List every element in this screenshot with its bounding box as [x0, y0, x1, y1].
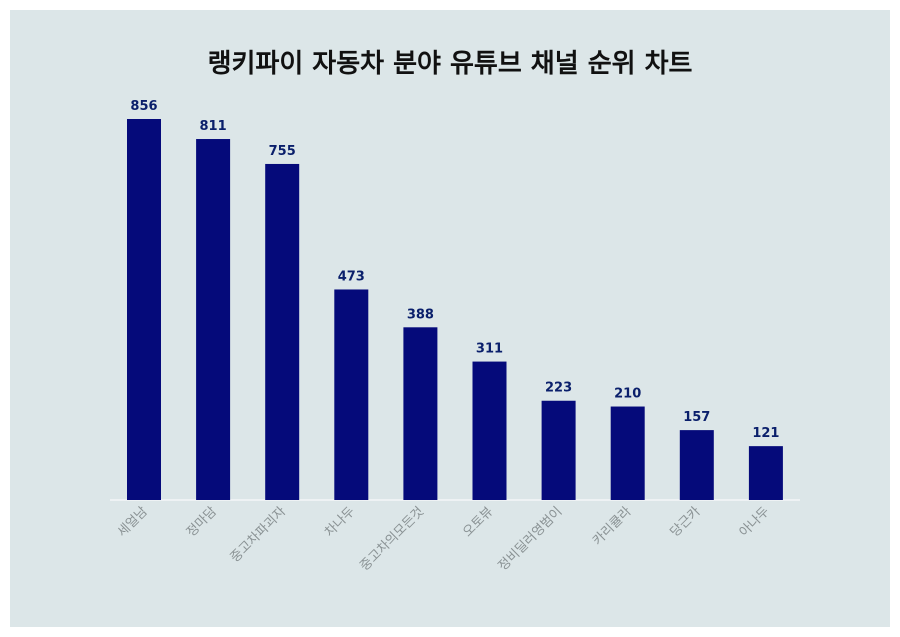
- value-label-2: 811: [200, 119, 227, 134]
- bar-7: [541, 400, 576, 500]
- category-label-3: 중고차파괴자: [228, 504, 289, 565]
- bar-10: [748, 446, 783, 500]
- category-label-2: 정마담: [184, 504, 220, 540]
- value-label-3: 755: [269, 144, 296, 159]
- category-label-6: 오토뷰: [460, 504, 496, 540]
- value-label-9: 157: [683, 410, 710, 425]
- bar-2: [196, 139, 231, 500]
- value-label-4: 473: [338, 269, 365, 284]
- bar-8: [610, 406, 645, 500]
- value-label-10: 121: [752, 426, 779, 441]
- bar-3: [265, 163, 300, 500]
- bar-5: [403, 327, 438, 500]
- category-label-5: 중고차의모든것: [357, 504, 427, 574]
- value-label-5: 388: [407, 307, 434, 322]
- bar-9: [679, 430, 714, 500]
- bar-4: [334, 289, 369, 500]
- bar-6: [472, 361, 507, 500]
- category-label-4: 차나두: [322, 504, 358, 540]
- value-label-1: 856: [130, 99, 157, 114]
- bars-group: 856 세얼남 811 정마담 755 중고차파괴자 473 차나두 388 중고차의모든것 311…: [115, 99, 783, 574]
- category-label-7: 정비딜러영범이: [496, 504, 566, 574]
- category-label-1: 세얼남: [115, 504, 151, 540]
- value-label-6: 311: [476, 342, 503, 357]
- bar-1: [127, 119, 161, 500]
- category-label-8: 카리큘라: [590, 504, 634, 548]
- category-label-9: 당근카: [668, 504, 704, 540]
- chart-title: 랭키파이 자동차 분야 유튜브 채널 순위 차트: [208, 49, 693, 79]
- value-label-8: 210: [614, 387, 641, 402]
- value-label-7: 223: [545, 381, 572, 396]
- category-label-10: 아나두: [737, 504, 773, 540]
